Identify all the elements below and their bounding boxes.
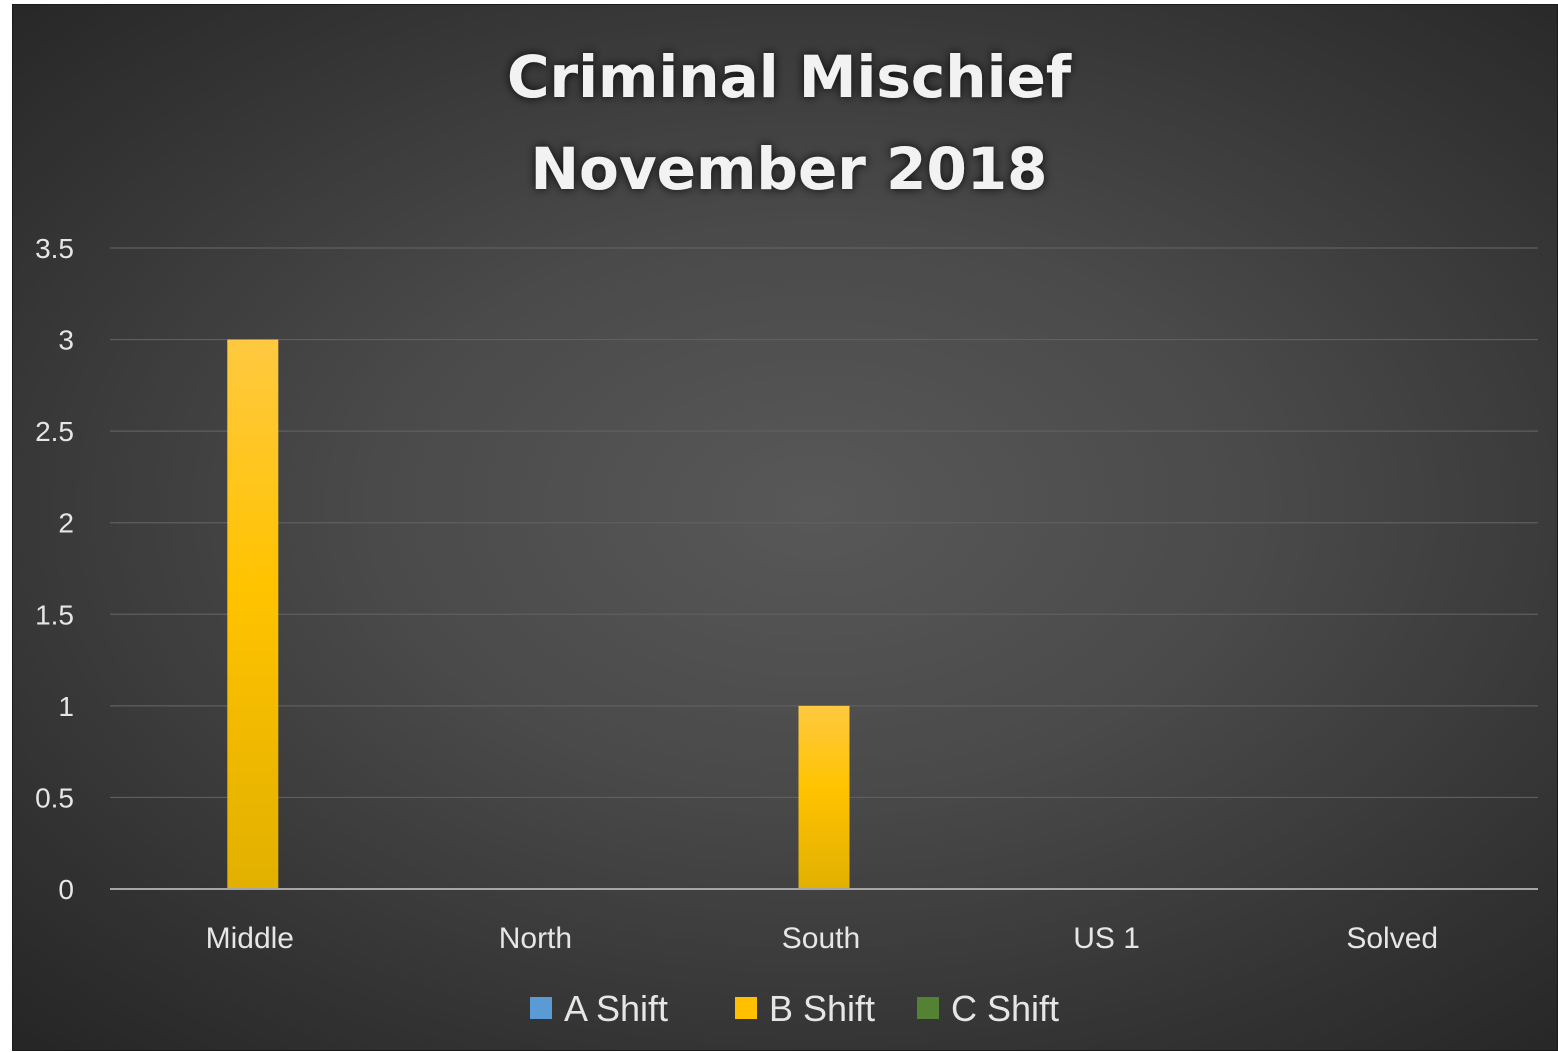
- x-category-label: US 1: [1073, 922, 1140, 955]
- legend-label: C Shift: [951, 988, 1059, 1029]
- gridlines: [110, 247, 1538, 799]
- y-tick-label: 2.5: [35, 416, 74, 447]
- y-tick-label: 3.5: [35, 233, 74, 264]
- x-category-label: Solved: [1346, 922, 1438, 955]
- y-axis-tick-labels: 0 0.5 1 1.5 2 2.5 3 3.5: [35, 233, 74, 905]
- x-category-label: South: [782, 922, 860, 955]
- bar-b-shift: [227, 339, 279, 890]
- legend-label: B Shift: [769, 988, 875, 1029]
- x-category-label: Middle: [206, 922, 294, 955]
- y-tick-label: 0: [58, 874, 74, 905]
- x-category-label: North: [499, 922, 572, 955]
- legend-swatch: [735, 997, 757, 1019]
- y-tick-label: 1.5: [35, 599, 74, 630]
- bar-b-shift: [798, 705, 850, 889]
- x-axis-category-labels: Middle North South US 1 Solved: [206, 922, 1438, 955]
- y-tick-label: 2: [58, 508, 74, 539]
- legend-swatch: [917, 997, 939, 1019]
- legend-label: A Shift: [564, 988, 668, 1029]
- bars: [227, 339, 850, 890]
- y-tick-label: 1: [58, 691, 74, 722]
- chart-title-line-1: Criminal Mischief: [507, 43, 1072, 111]
- y-tick-label: 0.5: [35, 782, 74, 813]
- chart-title-line-2: November 2018: [530, 135, 1047, 203]
- y-tick-label: 3: [58, 325, 74, 356]
- legend-swatch: [530, 997, 552, 1019]
- legend: A Shift B Shift C Shift: [530, 988, 1059, 1029]
